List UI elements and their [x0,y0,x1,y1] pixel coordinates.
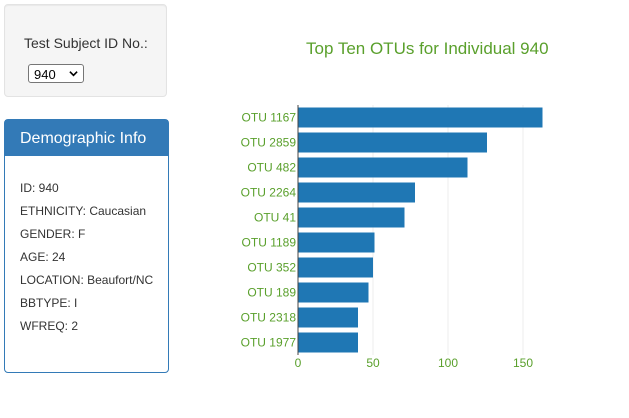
demographic-line: WFREQ: 2 [20,319,79,333]
bar-chart: 0 50 100 150 OTU 1167 OTU 2859 OTU 482 OTU 2264… [241,105,543,370]
x-tick-label: 100 [438,356,458,370]
y-tick-label: OTU 352 [247,261,296,275]
y-tick-label: OTU 41 [254,211,296,225]
x-tick-label: 0 [295,356,302,370]
y-tick-label: OTU 1167 [242,111,297,125]
x-tick-label: 50 [366,356,380,370]
bar[interactable] [298,132,487,153]
chevron-down-icon [69,71,78,77]
y-tick-label: OTU 1189 [242,236,297,250]
demographic-line: AGE: 24 [20,250,66,264]
demographic-line: LOCATION: Beaufort/NC [20,273,154,287]
bar[interactable] [298,107,543,128]
demographic-line: ETHNICITY: Caucasian [20,204,147,218]
demographic-info-panel: Demographic Info ID: 940 ETHNICITY: Cauca… [4,119,169,373]
bar[interactable] [298,157,468,178]
y-tick-label: OTU 189 [247,286,296,300]
bar[interactable] [298,257,373,278]
y-tick-label: OTU 2264 [241,186,297,200]
x-tick-label: 150 [513,356,533,370]
chart-title: Top Ten OTUs for Individual 940 [306,39,549,58]
panel-title: Demographic Info [5,120,168,156]
selector-label: Test Subject ID No.: [24,35,148,51]
y-tick-label: OTU 2318 [241,311,297,325]
y-tick-label: OTU 482 [247,161,296,175]
y-tick-label: OTU 2859 [241,136,297,150]
bar[interactable] [298,182,415,203]
bar[interactable] [298,232,375,253]
demographic-line: GENDER: F [20,227,86,241]
demographic-info-body: ID: 940 ETHNICITY: Caucasian GENDER: F AGE:… [20,182,164,343]
y-tick-label: OTU 1977 [241,336,297,350]
subject-selector-panel: Test Subject ID No.: 940 [4,4,167,97]
subject-id-select[interactable]: 940 [28,64,84,83]
demographic-line: BBTYPE: I [20,296,78,310]
selected-subject-id: 940 [34,67,56,82]
bar[interactable] [298,332,358,353]
demographic-line: ID: 940 [20,181,59,195]
bar[interactable] [298,207,405,228]
bar[interactable] [298,282,369,303]
bar[interactable] [298,307,358,328]
